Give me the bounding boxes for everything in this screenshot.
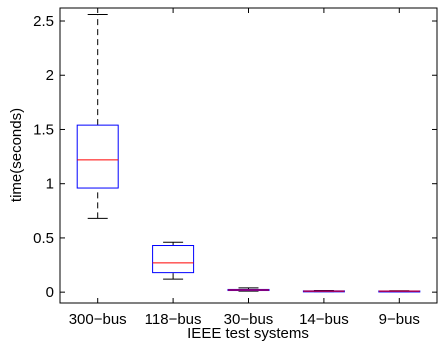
x-axis-label: IEEE test systems: [187, 325, 309, 342]
box-3: [227, 287, 270, 292]
x-tick-label: 9−bus: [379, 311, 420, 328]
x-tick-label: 30−bus: [224, 311, 274, 328]
box-5: [378, 290, 421, 293]
x-tick-label: 300−bus: [69, 311, 127, 328]
box-4: [302, 290, 345, 293]
iqr-box: [152, 245, 195, 274]
y-tick-label: 0.5: [33, 230, 54, 247]
y-tick-label: 1: [46, 176, 54, 193]
boxes-layer: [76, 14, 421, 293]
y-tick-label: 2.5: [33, 13, 54, 30]
iqr-box: [76, 124, 119, 189]
x-tick-label: 14−bus: [299, 311, 349, 328]
x-tick-label: 118−bus: [145, 311, 202, 328]
y-axis-label: time(seconds): [8, 108, 25, 202]
box-2: [152, 241, 195, 280]
plot-frame: [59, 7, 438, 304]
y-axis: 0 0.5 1 1.5 2 2.5: [33, 13, 437, 301]
y-tick-label: 2: [46, 67, 54, 84]
x-axis: 300−bus 118−bus 30−bus 14−bus 9−bus: [69, 8, 420, 328]
y-tick-label: 0: [46, 284, 54, 301]
box-1: [76, 14, 119, 219]
y-tick-label: 1.5: [33, 121, 54, 138]
